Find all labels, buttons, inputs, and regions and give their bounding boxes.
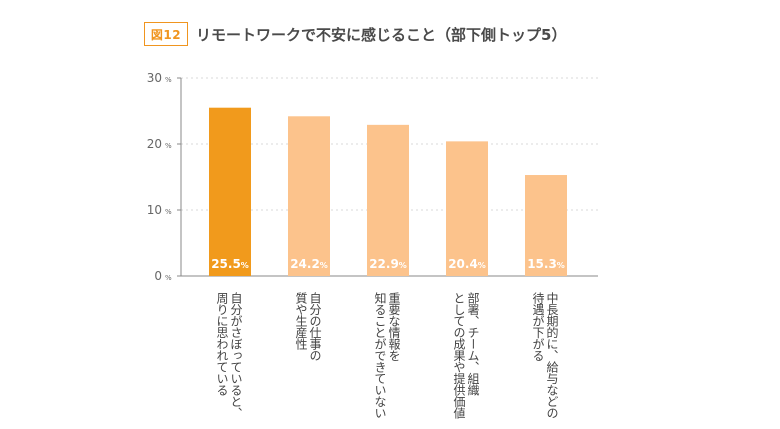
x-category-label: 知ることができていない	[373, 292, 387, 419]
x-category-label: 自分の仕事の	[308, 292, 322, 362]
y-tick-label: 20	[147, 137, 162, 151]
x-category-label: 重要な情報を	[387, 292, 401, 361]
x-category-label: としての成果や提供価値	[452, 292, 466, 419]
bar-value-label: 20.4%	[448, 257, 486, 271]
x-category-label: 自分がさぼっていると、	[229, 292, 243, 419]
y-tick-unit: %	[165, 76, 172, 84]
y-tick-label: 30	[147, 71, 162, 85]
y-tick-unit: %	[165, 274, 172, 282]
y-tick-label: 0	[154, 269, 162, 283]
y-tick-label: 10	[147, 203, 162, 217]
x-category-label: 待遇が下がる	[531, 292, 545, 361]
figure-number-badge: 図12	[144, 22, 188, 46]
x-category-label: 部署、チーム、組織	[466, 291, 480, 397]
bar	[288, 116, 330, 276]
bar	[446, 141, 488, 276]
bar-value-label: 15.3%	[527, 257, 565, 271]
bar	[367, 124, 409, 276]
bar	[525, 175, 567, 276]
bar	[209, 107, 251, 276]
bar-value-label: 24.2%	[290, 257, 328, 271]
bar-value-label: 25.5%	[211, 257, 249, 271]
x-category-label: 質や生産性	[294, 291, 308, 351]
x-category-label: 周りに思われている	[215, 292, 229, 396]
bars: 25.5% 24.2% 22.9% 20.4% 15.3%	[209, 107, 567, 276]
chart-title: リモートワークで不安に感じること（部下側トップ5）	[196, 25, 567, 44]
y-tick-unit: %	[165, 142, 172, 150]
x-category-label: 中長期的に、給与などの	[545, 291, 559, 419]
bar-value-label: 22.9%	[369, 257, 407, 271]
y-tick-unit: %	[165, 208, 172, 216]
